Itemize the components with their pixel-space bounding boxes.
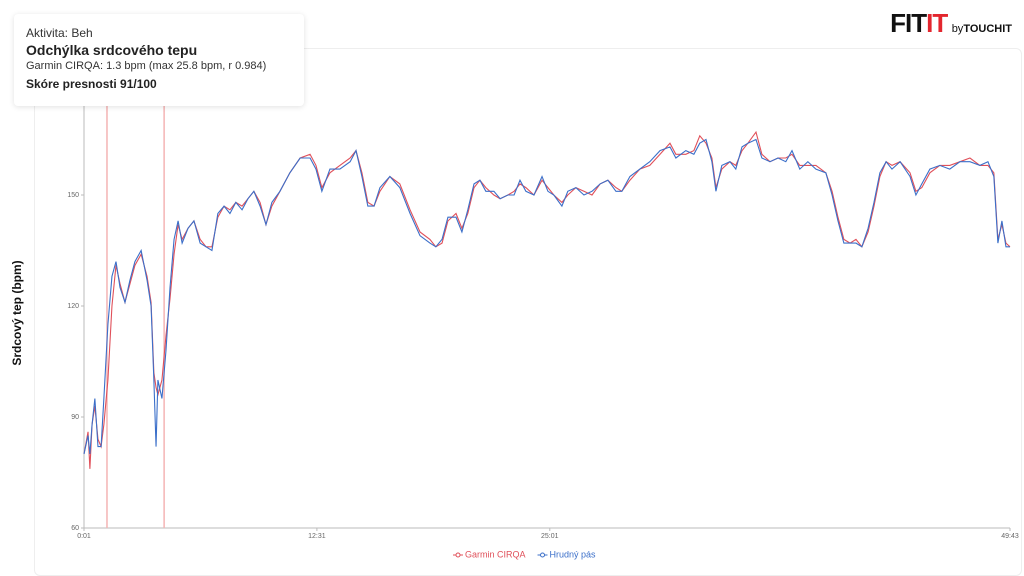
x-tick-label: 0:01 — [77, 533, 91, 540]
info-title: Odchýlka srdcového tepu — [26, 42, 198, 58]
x-tick-label: 49:43 — [1001, 533, 1019, 540]
series-line — [83, 130, 1011, 469]
series-line — [83, 138, 1010, 455]
x-tick-label: 25:01 — [541, 533, 559, 540]
y-axis-label: Srdcový tep (bpm) — [10, 260, 24, 365]
logo-it: IT — [926, 8, 948, 38]
activity: Aktivita: Beh — [26, 26, 93, 40]
legend-label: Hrudný pás — [550, 549, 597, 559]
logo-touchit: TOUCHIT — [963, 23, 1012, 35]
legend-marker — [455, 552, 461, 558]
score: Skóre presnosti 91/100 — [26, 77, 157, 91]
y-tick-label: 120 — [67, 303, 79, 310]
y-tick-label: 150 — [67, 192, 79, 199]
legend-label: Garmin CIRQA — [465, 549, 526, 559]
info-box: Aktivita: Beh Odchýlka srdcového tepu Ga… — [14, 14, 304, 106]
logo-by: by — [951, 23, 964, 35]
logo-fit: FIT — [890, 8, 927, 38]
legend-marker — [540, 552, 546, 558]
info-detail: Garmin CIRQA: 1.3 bpm (max 25.8 bpm, r 0… — [26, 60, 267, 72]
y-tick-label: 90 — [71, 414, 79, 421]
logo: FITIT byTOUCHIT — [890, 8, 1012, 39]
x-tick-label: 12:31 — [308, 533, 326, 540]
y-tick-label: 60 — [71, 525, 79, 532]
